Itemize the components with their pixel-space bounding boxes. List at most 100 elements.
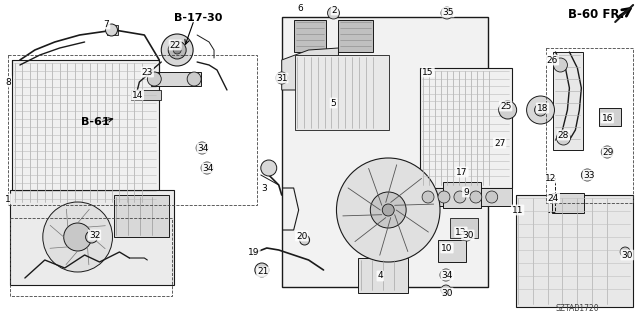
Bar: [10, 190, 174, 285]
Circle shape: [276, 72, 288, 84]
Circle shape: [499, 101, 516, 119]
Text: 15: 15: [422, 68, 434, 76]
Circle shape: [261, 160, 276, 176]
Circle shape: [168, 41, 186, 59]
Circle shape: [161, 34, 193, 66]
Text: 19: 19: [248, 247, 260, 257]
Bar: [106, 25, 118, 35]
Bar: [88, 232, 100, 242]
Circle shape: [581, 169, 593, 181]
Circle shape: [196, 142, 208, 154]
Circle shape: [462, 231, 472, 241]
Text: 13: 13: [455, 228, 467, 236]
Bar: [552, 193, 584, 213]
Text: 21: 21: [257, 268, 269, 276]
Circle shape: [441, 7, 453, 19]
Circle shape: [147, 72, 161, 86]
Circle shape: [382, 204, 394, 216]
Circle shape: [255, 263, 269, 277]
Circle shape: [534, 104, 547, 116]
Text: 4: 4: [378, 271, 383, 281]
Circle shape: [64, 223, 92, 251]
Text: 17: 17: [456, 167, 468, 177]
Bar: [599, 108, 621, 126]
Text: 28: 28: [557, 131, 569, 140]
Bar: [131, 90, 161, 100]
Text: 24: 24: [548, 194, 559, 203]
Circle shape: [601, 146, 613, 158]
Text: 34: 34: [441, 270, 452, 279]
Text: 2: 2: [332, 5, 337, 14]
Bar: [420, 68, 511, 188]
Circle shape: [556, 131, 570, 145]
Text: 9: 9: [463, 188, 468, 196]
Bar: [151, 72, 201, 86]
Circle shape: [441, 285, 451, 295]
Bar: [554, 52, 583, 150]
Bar: [443, 182, 481, 208]
Text: 11: 11: [512, 205, 524, 214]
Bar: [438, 240, 466, 262]
Bar: [115, 195, 169, 237]
Bar: [8, 55, 257, 205]
Text: 18: 18: [537, 103, 548, 113]
Text: 30: 30: [462, 230, 474, 239]
Circle shape: [43, 202, 113, 272]
Text: 29: 29: [602, 148, 614, 156]
Text: 35: 35: [442, 7, 454, 17]
Text: B-60 FR.: B-60 FR.: [568, 8, 625, 21]
Bar: [545, 48, 633, 203]
Bar: [294, 55, 389, 130]
Circle shape: [422, 191, 434, 203]
Circle shape: [201, 162, 213, 174]
Text: 8: 8: [5, 77, 11, 86]
Text: 34: 34: [197, 143, 209, 153]
Text: 5: 5: [331, 99, 337, 108]
Text: 10: 10: [441, 244, 452, 252]
Text: 20: 20: [296, 231, 307, 241]
Circle shape: [328, 7, 339, 19]
Circle shape: [187, 72, 201, 86]
Circle shape: [527, 96, 554, 124]
Polygon shape: [282, 48, 339, 90]
Bar: [516, 195, 633, 307]
Text: 31: 31: [276, 74, 287, 83]
Text: 32: 32: [89, 230, 100, 239]
Text: 23: 23: [141, 68, 153, 76]
Bar: [532, 100, 550, 120]
Circle shape: [620, 247, 630, 257]
Text: 7: 7: [104, 20, 109, 28]
Bar: [282, 17, 488, 287]
Text: B-61: B-61: [81, 117, 109, 127]
Bar: [358, 258, 408, 293]
Circle shape: [454, 191, 466, 203]
Circle shape: [486, 191, 498, 203]
Text: B-17-30: B-17-30: [174, 13, 223, 23]
Text: 22: 22: [170, 41, 181, 50]
Text: SZTAB1720: SZTAB1720: [556, 304, 599, 313]
Text: 25: 25: [500, 101, 511, 110]
Text: 12: 12: [545, 173, 556, 182]
Bar: [450, 218, 478, 238]
Text: 33: 33: [584, 171, 595, 180]
Circle shape: [371, 192, 406, 228]
Circle shape: [470, 191, 482, 203]
Circle shape: [173, 46, 181, 54]
Circle shape: [554, 58, 568, 72]
Bar: [12, 60, 159, 205]
Text: 34: 34: [202, 164, 214, 172]
Circle shape: [440, 269, 452, 281]
Circle shape: [337, 158, 440, 262]
Circle shape: [86, 231, 97, 243]
Text: 16: 16: [602, 114, 613, 123]
Text: 30: 30: [441, 289, 452, 298]
Circle shape: [106, 24, 118, 36]
Circle shape: [300, 235, 310, 245]
Bar: [339, 20, 373, 52]
Text: 1: 1: [5, 195, 11, 204]
Text: 3: 3: [261, 183, 267, 193]
Bar: [420, 188, 511, 206]
Bar: [10, 218, 172, 296]
Text: 6: 6: [298, 4, 303, 12]
Text: 30: 30: [621, 251, 633, 260]
